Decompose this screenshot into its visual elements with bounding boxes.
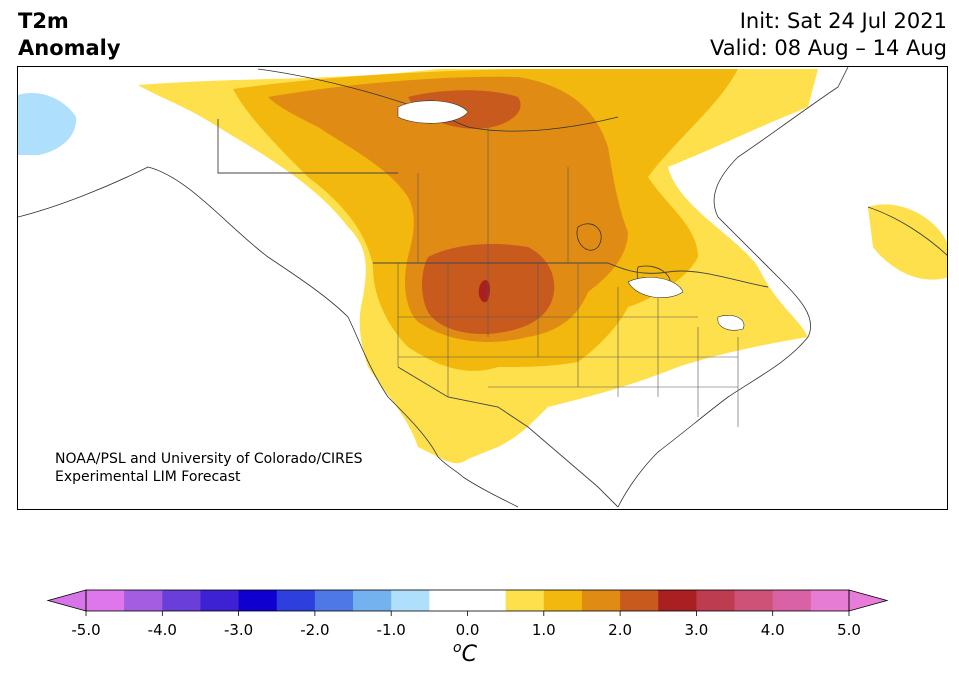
anomaly-region-2-0 bbox=[408, 90, 555, 335]
colorbar-cell bbox=[658, 590, 697, 611]
colorbar-cell bbox=[86, 590, 125, 611]
init-date: Init: Sat 24 Jul 2021 bbox=[739, 9, 947, 33]
title-variable: T2m bbox=[18, 9, 69, 33]
colorbar-cell bbox=[276, 590, 316, 611]
colorbar-tick-label: -3.0 bbox=[224, 621, 253, 639]
colorbar-tick-label: 0.0 bbox=[456, 621, 480, 639]
colorbar-ticks: -5.0 -4.0 -3.0 -2.0 -1.0 0.0 1.0 2.0 3.0 4.0 5.0 bbox=[71, 611, 861, 639]
credit-line-1: NOAA/PSL and University of Colorado/CIRE… bbox=[55, 451, 363, 467]
colorbar-cell bbox=[581, 590, 621, 611]
colorbar-tick-label: 5.0 bbox=[837, 621, 861, 639]
colorbar-cell bbox=[772, 590, 812, 611]
colorbar-cell bbox=[734, 590, 774, 611]
colorbar-cell bbox=[353, 590, 392, 611]
colorbar-over-arrow bbox=[848, 589, 889, 612]
colorbar-cell bbox=[162, 590, 201, 611]
valid-range: Valid: 08 Aug – 14 Aug bbox=[709, 36, 947, 60]
colorbar-cell bbox=[200, 590, 240, 611]
anomaly-map bbox=[17, 66, 948, 510]
colorbar-cell bbox=[505, 590, 545, 611]
date-block: Init: Sat 24 Jul 2021 Valid: 08 Aug – 14… bbox=[710, 8, 947, 62]
title-kind: Anomaly bbox=[18, 36, 121, 60]
anomaly-region-negative bbox=[18, 93, 77, 155]
colorbar-tick-label: 4.0 bbox=[761, 621, 785, 639]
colorbar-cell bbox=[124, 590, 163, 611]
colorbar-tick-label: -1.0 bbox=[377, 621, 406, 639]
title-block: T2m Anomaly bbox=[18, 8, 121, 62]
colorbar-cells bbox=[86, 590, 850, 611]
unit-degree: o bbox=[453, 640, 462, 656]
colorbar-tick-label: 1.0 bbox=[532, 621, 556, 639]
colorbar-cell bbox=[467, 590, 507, 611]
colorbar-cell bbox=[543, 590, 583, 611]
colorbar-cell bbox=[238, 590, 278, 611]
colorbar-cell bbox=[810, 590, 850, 611]
colorbar-outline bbox=[85, 589, 850, 612]
colorbar-tick-label: -4.0 bbox=[148, 621, 177, 639]
colorbar-cell bbox=[620, 590, 659, 611]
anomaly-region-2-5 bbox=[478, 280, 490, 303]
coastlines bbox=[18, 67, 947, 508]
colorbar-tick-label: -5.0 bbox=[71, 621, 100, 639]
colorbar-cell bbox=[696, 590, 736, 611]
colorbar-cell bbox=[429, 590, 468, 611]
credit-block: NOAA/PSL and University of Colorado/CIRE… bbox=[55, 450, 363, 486]
colorbar-under-arrow bbox=[46, 589, 87, 612]
map-svg bbox=[18, 67, 947, 508]
unit-letter: C bbox=[461, 642, 477, 667]
colorbar-tick-label: 2.0 bbox=[608, 621, 632, 639]
colorbar-unit: oC bbox=[453, 640, 477, 667]
colorbar-tick-label: 3.0 bbox=[684, 621, 708, 639]
state-borders bbox=[397, 127, 739, 427]
colorbar-cell bbox=[391, 590, 430, 611]
colorbar-tick-label: -2.0 bbox=[300, 621, 329, 639]
lakes bbox=[397, 100, 745, 331]
colorbar-cell bbox=[314, 590, 354, 611]
credit-line-2: Experimental LIM Forecast bbox=[55, 469, 241, 485]
anomaly-region-0-5-ne bbox=[868, 204, 947, 280]
